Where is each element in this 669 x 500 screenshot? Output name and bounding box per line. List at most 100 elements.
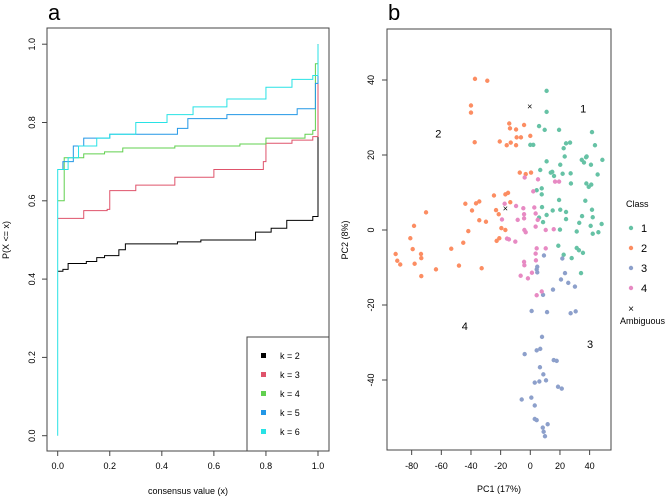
point-class-2 [505,190,511,196]
point-class-2 [508,140,513,145]
panel-b-ylabel: PC2 (8%) [340,220,350,259]
point-class-4 [533,251,538,256]
point-class-4 [529,270,535,275]
point-class-1 [551,173,557,179]
cluster-label-1: 1 [580,104,586,116]
point-class-3 [540,425,545,430]
point-class-1 [563,141,569,146]
point-class-2 [472,76,478,82]
point-class-3 [534,348,539,353]
point-class-2 [395,258,400,263]
point-class-4 [533,224,538,229]
point-class-1 [584,181,589,186]
point-class-1 [568,171,573,176]
point-class-1 [579,213,585,219]
point-class-1 [556,127,562,133]
legend-dot-class-1 [628,225,634,231]
point-class-2 [491,193,497,198]
point-class-2 [496,212,501,217]
y-tick-label: 1.0 [27,38,37,51]
point-class-4 [531,189,536,194]
panel-a-ecdf: a 0.0 0.2 0.4 0.6 0.8 1.0 0.00.20.40.60.81.0 … [1,0,330,496]
point-class-1 [578,270,584,276]
point-class-3 [537,365,543,370]
point-class-3 [534,417,539,423]
point-class-3 [559,386,564,391]
point-class-4 [533,211,538,216]
legend-label: 4 [641,283,647,295]
point-class-1 [561,252,566,257]
point-class-2 [477,199,482,204]
point-class-1 [583,198,588,203]
x-tick-label: -60 [435,461,448,471]
point-class-2 [513,127,519,132]
point-class-2 [508,200,513,205]
point-class-2 [468,103,474,108]
point-class-3 [541,253,547,258]
panel-b-xlabel: PC1 (17%) [477,484,521,494]
point-class-1 [584,154,589,159]
point-class-4 [543,227,548,233]
point-class-3 [538,346,543,352]
point-class-3 [519,397,524,402]
point-class-1 [588,223,593,229]
point-class-3 [532,403,537,408]
x-tick-label: 20 [555,461,565,471]
point-class-4 [499,217,505,222]
point-class-2 [504,143,509,148]
point-class-2 [466,228,471,234]
point-class-1 [592,143,598,148]
point-class-1 [558,207,563,212]
point-class-3 [522,351,527,357]
x-tick-label: 1.0 [312,461,325,471]
point-class-3 [550,287,556,292]
y-tick-label: -40 [366,373,376,386]
point-class-1 [589,182,594,187]
ecdf-line-k5 [57,44,319,170]
point-class-4 [515,217,520,223]
x-tick-label: -20 [494,461,507,471]
point-class-3 [554,358,559,364]
point-class-4 [513,203,519,209]
point-class-4 [532,205,537,210]
y-tick-label: 20 [366,150,376,160]
point-class-1 [557,227,563,232]
point-class-4 [521,259,527,265]
x-tick-label: 0.6 [208,461,221,471]
point-class-4 [539,289,544,294]
point-class-3 [566,280,571,286]
panel-b-label: b [388,0,400,25]
point-class-4 [513,239,518,244]
point-class-1 [539,186,544,191]
point-class-4 [523,230,528,235]
y-tick-label: 0.8 [27,116,37,129]
point-class-2 [514,135,519,140]
panel-a-legend: k = 2 k = 3 k = 4 k = 5 k = 6 [246,336,330,452]
point-class-3 [545,422,550,427]
ambiguous-symbol: × [628,304,634,315]
point-class-1 [563,209,569,215]
point-class-1 [550,169,555,175]
point-class-2 [518,135,524,140]
point-class-2 [408,236,413,241]
point-class-2 [423,210,429,215]
point-class-3 [573,309,578,314]
point-class-1 [599,221,604,227]
ambiguous-point: × [503,203,508,213]
y-tick-label: 0.6 [27,195,37,208]
point-class-1 [531,142,536,148]
point-class-2 [398,262,403,267]
x-tick-label: 0.0 [51,461,64,471]
x-tick-label: 40 [585,461,595,471]
point-class-2 [513,143,519,148]
point-class-1 [550,208,555,213]
panel-b-pca-scatter: b 1 × × 2 3 4 -80 -60 -40 -20 0 20 40 -40 -20 0 20 40 P… [340,0,666,494]
point-class-2 [477,218,482,223]
y-tick-label: 0.0 [27,429,37,442]
point-class-2 [411,223,417,229]
point-class-1 [560,171,565,176]
point-class-2 [393,251,398,257]
ambiguous-point: × [527,101,532,111]
y-tick-label: 0.2 [27,351,37,364]
